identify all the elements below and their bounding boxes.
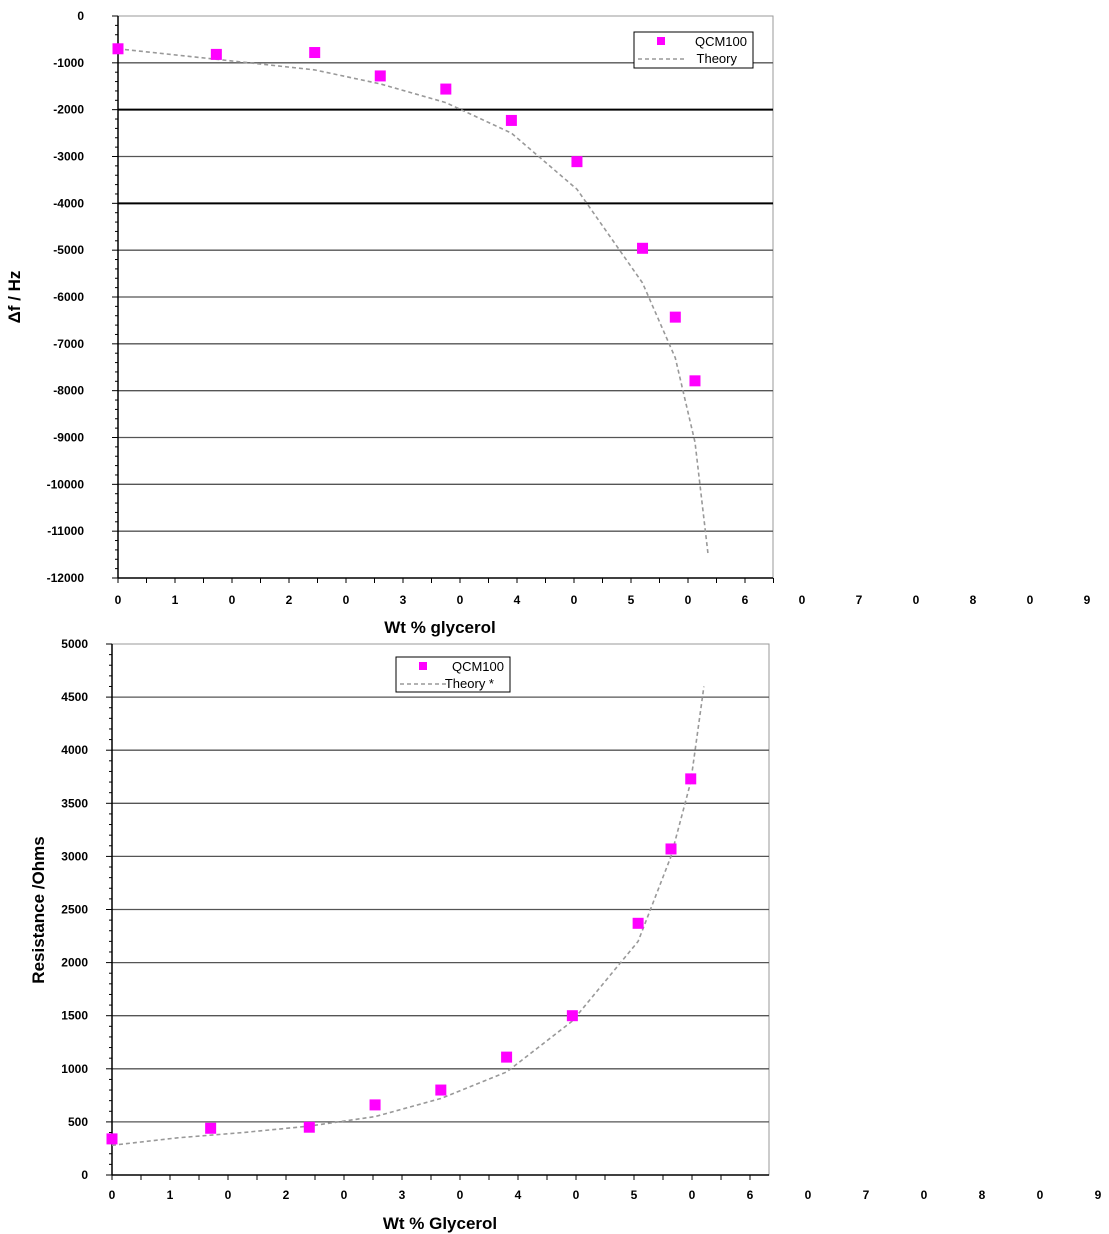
legend-label: Theory * — [445, 676, 494, 691]
data-point — [501, 1051, 513, 1063]
theory-curve — [117, 48, 709, 555]
data-point — [637, 242, 649, 254]
y-axis-title: Resistance /Ohms — [29, 836, 48, 983]
x-tick-label: 3 — [400, 593, 407, 607]
y-axis-title: Δf / Hz — [5, 271, 24, 324]
y-tick-label: 1000 — [61, 1062, 88, 1076]
theory-curve — [111, 686, 705, 1147]
y-tick-label: 2500 — [61, 903, 88, 917]
data-point — [685, 773, 697, 785]
data-point — [665, 843, 677, 855]
y-tick-label: -9000 — [53, 431, 84, 445]
x-tick-label: 0 — [573, 1188, 580, 1202]
x-tick-label: 0 — [457, 1188, 464, 1202]
data-point — [303, 1121, 315, 1133]
legend-label: QCM100 — [695, 34, 747, 49]
x-axis-title: Wt % glycerol — [384, 618, 495, 637]
x-tick-label: 7 — [863, 1188, 870, 1202]
data-point — [309, 47, 321, 59]
x-tick-label: 0 — [913, 593, 920, 607]
legend-label: Theory — [697, 51, 738, 66]
x-tick-label: 0 — [799, 593, 806, 607]
x-tick-label: 0 — [685, 593, 692, 607]
y-tick-label: 2000 — [61, 956, 88, 970]
y-tick-label: -11000 — [47, 524, 84, 538]
x-tick-label: 0 — [805, 1188, 812, 1202]
legend-label: QCM100 — [452, 659, 504, 674]
data-point — [435, 1084, 447, 1096]
x-tick-label: 0 — [457, 593, 464, 607]
x-tick-label: 1 — [167, 1188, 174, 1202]
data-point — [374, 70, 386, 82]
x-axis-title: Wt % Glycerol — [383, 1214, 497, 1233]
data-point — [205, 1122, 217, 1134]
y-tick-label: 0 — [77, 9, 84, 23]
y-tick-label: 4000 — [61, 743, 88, 757]
data-point — [106, 1133, 118, 1145]
x-tick-label: 2 — [286, 593, 293, 607]
frequency-shift-chart: 0 -1000 -2000 -3000 -4000 -5000 -6000 -7000 -800… — [5, 9, 1091, 637]
x-tick-label: 0 — [571, 593, 578, 607]
legend-box — [395, 656, 511, 693]
x-tick-label: 0 — [921, 1188, 928, 1202]
x-tick-label: 4 — [514, 593, 521, 607]
legend-marker-swatch — [657, 37, 665, 45]
x-tick-label: 0 — [1027, 593, 1034, 607]
y-tick-label: 500 — [68, 1115, 88, 1129]
data-point — [369, 1099, 381, 1111]
data-point — [632, 917, 644, 929]
y-tick-label: -12000 — [47, 571, 85, 585]
data-point — [566, 1010, 578, 1022]
y-tick-label: -6000 — [53, 290, 84, 304]
legend-box — [633, 31, 754, 69]
legend-marker-swatch — [419, 662, 427, 670]
x-tick-label: 8 — [979, 1188, 986, 1202]
x-tick-label: 6 — [747, 1188, 754, 1202]
x-tick-label: 0 — [115, 593, 122, 607]
data-point — [505, 114, 517, 126]
x-tick-label: 0 — [689, 1188, 696, 1202]
y-tick-label: -5000 — [53, 243, 84, 257]
x-tick-label: 1 — [172, 593, 179, 607]
y-tick-label: -10000 — [47, 477, 85, 491]
y-tick-label: 1500 — [61, 1009, 88, 1023]
x-tick-label: 9 — [1084, 593, 1091, 607]
x-tick-label: 0 — [229, 593, 236, 607]
data-point — [571, 156, 583, 168]
data-point — [440, 83, 452, 95]
y-tick-label: 3000 — [61, 849, 88, 863]
x-tick-label: 3 — [399, 1188, 406, 1202]
x-tick-label: 0 — [343, 593, 350, 607]
x-tick-label: 0 — [1037, 1188, 1044, 1202]
y-tick-label: -3000 — [53, 150, 84, 164]
y-tick-label: -7000 — [53, 337, 84, 351]
x-tick-label: 2 — [283, 1188, 290, 1202]
x-tick-label: 5 — [631, 1188, 638, 1202]
y-tick-label: -1000 — [53, 56, 84, 70]
y-tick-label: 0 — [81, 1168, 88, 1182]
x-tick-label: 5 — [628, 593, 635, 607]
y-tick-label: 4500 — [61, 690, 88, 704]
x-tick-label: 4 — [515, 1188, 522, 1202]
data-point — [210, 48, 222, 60]
x-tick-label: 0 — [109, 1188, 116, 1202]
y-tick-label: -4000 — [53, 196, 84, 210]
data-point — [669, 311, 681, 323]
x-tick-label: 0 — [225, 1188, 232, 1202]
y-tick-label: -8000 — [53, 384, 84, 398]
y-tick-label: 3500 — [61, 796, 88, 810]
data-point — [689, 375, 701, 387]
x-tick-label: 7 — [856, 593, 863, 607]
x-tick-label: 0 — [341, 1188, 348, 1202]
resistance-chart: 0500100015002000250030003500400045005000… — [29, 637, 1102, 1233]
y-tick-label: -2000 — [53, 103, 84, 117]
x-tick-label: 8 — [970, 593, 977, 607]
data-point — [112, 43, 124, 55]
x-tick-label: 6 — [742, 593, 749, 607]
x-tick-label: 9 — [1095, 1188, 1102, 1202]
y-tick-label: 5000 — [61, 637, 88, 651]
